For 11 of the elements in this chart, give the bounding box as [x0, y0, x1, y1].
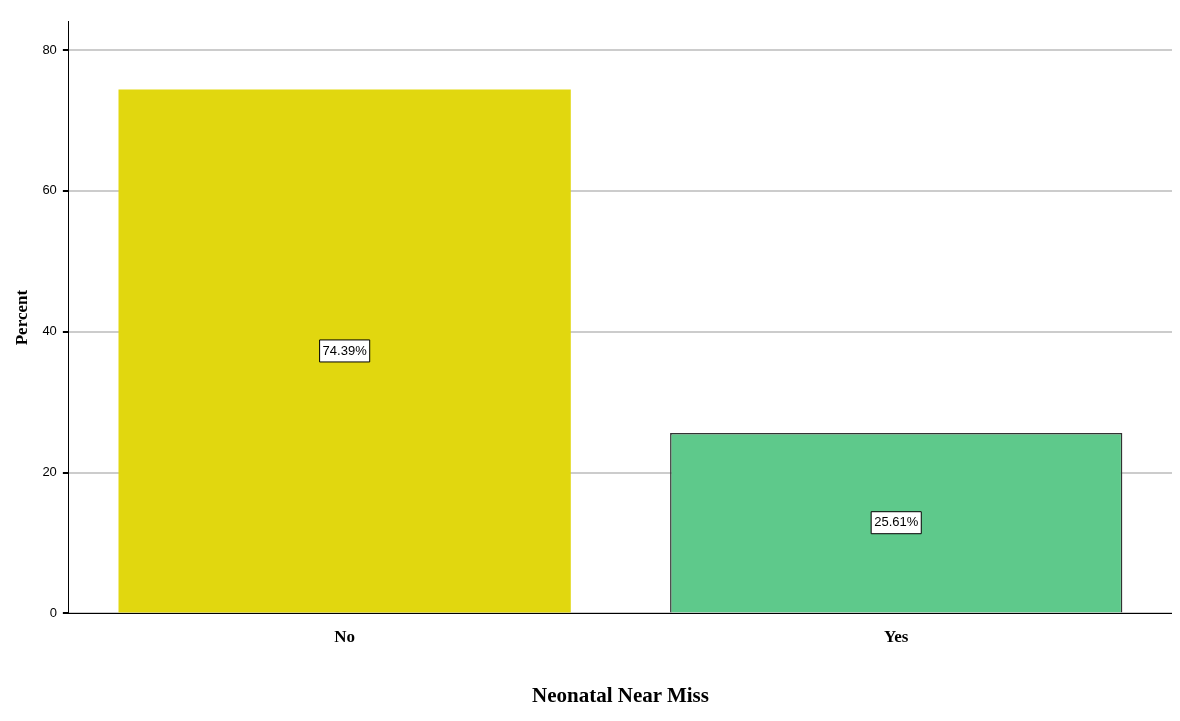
y-axis-title: Percent — [11, 289, 31, 346]
y-tick-label: 80 — [42, 41, 57, 57]
x-axis-title: Neonatal Near Miss — [531, 682, 709, 707]
data-label: 74.39% — [322, 342, 368, 358]
y-tick-label: 0 — [49, 604, 57, 620]
y-tick-label: 20 — [42, 464, 57, 480]
data-label: 25.61% — [874, 514, 919, 530]
y-tick-label: 40 — [42, 323, 57, 339]
x-tick-label: Yes — [883, 626, 909, 646]
y-tick-label: 60 — [42, 182, 57, 198]
x-tick-label: No — [334, 626, 356, 646]
